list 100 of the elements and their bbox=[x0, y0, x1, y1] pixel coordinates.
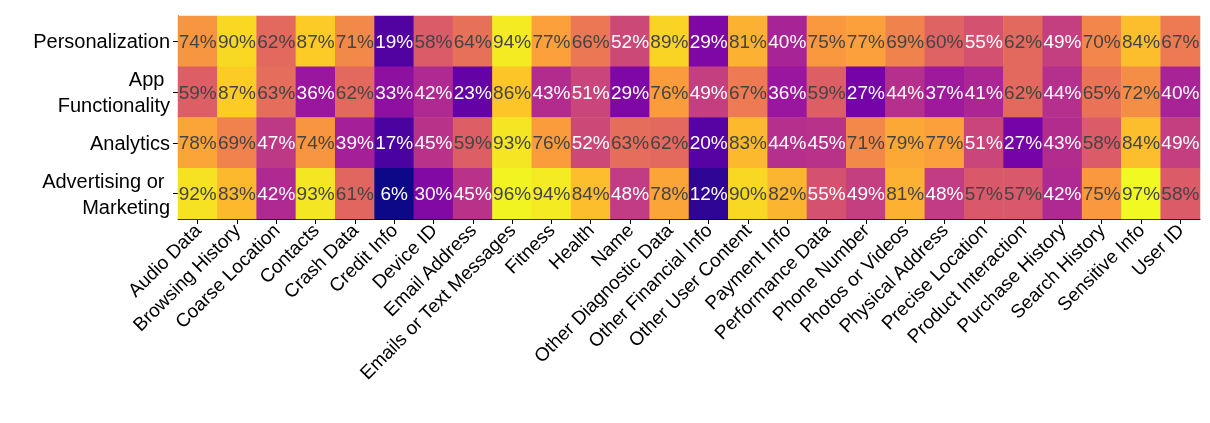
data-label: 49% bbox=[846, 183, 885, 205]
data-label: 94% bbox=[493, 30, 532, 52]
data-label: 36% bbox=[296, 81, 335, 103]
data-label: 59% bbox=[453, 132, 492, 154]
data-label: 93% bbox=[296, 183, 335, 205]
data-label: 49% bbox=[1161, 132, 1200, 154]
data-label: 49% bbox=[689, 81, 728, 103]
data-label: 76% bbox=[532, 132, 571, 154]
data-label: 43% bbox=[532, 81, 571, 103]
data-label: 79% bbox=[886, 132, 925, 154]
data-label: 62% bbox=[335, 81, 374, 103]
data-label: 84% bbox=[571, 183, 610, 205]
data-label: 62% bbox=[1004, 30, 1043, 52]
data-label: 39% bbox=[335, 132, 374, 154]
data-label: 59% bbox=[807, 81, 846, 103]
data-label: 57% bbox=[1004, 183, 1043, 205]
data-label: 52% bbox=[571, 132, 610, 154]
data-label: 45% bbox=[453, 183, 492, 205]
data-label: 81% bbox=[728, 30, 768, 52]
data-label: 70% bbox=[1082, 30, 1121, 52]
data-label: 84% bbox=[1122, 132, 1161, 154]
data-label: 74% bbox=[296, 132, 335, 154]
data-label: 71% bbox=[846, 132, 885, 154]
data-label: 45% bbox=[807, 132, 846, 154]
data-label: 69% bbox=[217, 132, 257, 154]
data-label: 58% bbox=[414, 30, 453, 52]
data-label: 33% bbox=[375, 81, 414, 103]
data-label: 57% bbox=[964, 183, 1003, 205]
y-tick-label: Analytics bbox=[89, 131, 170, 154]
data-label: 86% bbox=[493, 81, 532, 103]
y-tick-label: App Functionality bbox=[57, 68, 170, 117]
data-label: 81% bbox=[886, 183, 925, 205]
data-label: 51% bbox=[964, 132, 1003, 154]
data-label: 97% bbox=[1122, 183, 1161, 205]
data-label: 37% bbox=[925, 81, 964, 103]
data-label: 40% bbox=[1161, 81, 1200, 103]
data-label: 83% bbox=[217, 183, 257, 205]
data-label: 23% bbox=[453, 81, 492, 103]
data-label: 20% bbox=[689, 132, 728, 154]
data-label: 42% bbox=[1043, 183, 1082, 205]
data-label: 75% bbox=[807, 30, 846, 52]
data-label: 43% bbox=[1043, 132, 1082, 154]
data-label: 19% bbox=[375, 30, 414, 52]
data-label: 62% bbox=[1004, 81, 1043, 103]
data-label: 47% bbox=[257, 132, 296, 154]
data-label: 89% bbox=[650, 30, 689, 52]
data-label: 77% bbox=[846, 30, 885, 52]
y-tick-label: Advertising or Marketing bbox=[42, 169, 170, 218]
data-label: 27% bbox=[846, 81, 885, 103]
data-label: 44% bbox=[1043, 81, 1082, 103]
data-label: 74% bbox=[178, 30, 217, 52]
data-label: 77% bbox=[925, 132, 964, 154]
data-label: 58% bbox=[1082, 132, 1121, 154]
data-label: 51% bbox=[571, 81, 610, 103]
y-tick-label: Personalization bbox=[33, 30, 170, 53]
data-label: 72% bbox=[1122, 81, 1161, 103]
data-label: 67% bbox=[1161, 30, 1200, 52]
data-label: 30% bbox=[414, 183, 453, 205]
data-label: 82% bbox=[768, 183, 807, 205]
data-label: 71% bbox=[335, 30, 374, 52]
data-label: 87% bbox=[217, 81, 257, 103]
data-label: 66% bbox=[571, 30, 610, 52]
data-label: 40% bbox=[768, 30, 807, 52]
data-label: 55% bbox=[964, 30, 1003, 52]
data-label: 78% bbox=[178, 132, 217, 154]
data-label: 45% bbox=[414, 132, 453, 154]
data-label: 36% bbox=[768, 81, 807, 103]
data-label: 90% bbox=[217, 30, 257, 52]
data-label: 59% bbox=[178, 81, 217, 103]
data-label: 92% bbox=[178, 183, 217, 205]
data-label: 49% bbox=[1043, 30, 1082, 52]
data-label: 67% bbox=[728, 81, 768, 103]
data-label: 62% bbox=[257, 30, 296, 52]
data-label: 65% bbox=[1082, 81, 1121, 103]
data-label: 75% bbox=[1082, 183, 1121, 205]
data-label: 78% bbox=[650, 183, 689, 205]
data-label: 93% bbox=[493, 132, 532, 154]
data-label: 42% bbox=[257, 183, 296, 205]
data-label: 41% bbox=[964, 81, 1003, 103]
data-label: 17% bbox=[375, 132, 414, 154]
data-label: 90% bbox=[728, 183, 768, 205]
data-label: 52% bbox=[611, 30, 650, 52]
data-label: 29% bbox=[689, 30, 728, 52]
data-label: 44% bbox=[886, 81, 925, 103]
data-label: 6% bbox=[380, 183, 409, 205]
data-label: 63% bbox=[257, 81, 296, 103]
data-label: 12% bbox=[689, 183, 728, 205]
data-label: 76% bbox=[650, 81, 689, 103]
data-label: 96% bbox=[493, 183, 532, 205]
data-label: 63% bbox=[611, 132, 650, 154]
data-label: 27% bbox=[1004, 132, 1043, 154]
data-label: 84% bbox=[1122, 30, 1161, 52]
data-label: 69% bbox=[886, 30, 925, 52]
data-label: 83% bbox=[728, 132, 768, 154]
data-label: 60% bbox=[925, 30, 964, 52]
data-label: 44% bbox=[768, 132, 807, 154]
data-label: 58% bbox=[1161, 183, 1200, 205]
data-label: 94% bbox=[532, 183, 571, 205]
data-label: 61% bbox=[335, 183, 374, 205]
data-label: 29% bbox=[611, 81, 650, 103]
